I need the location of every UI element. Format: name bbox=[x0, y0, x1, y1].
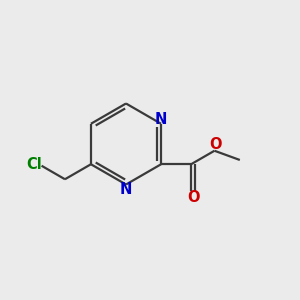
Text: N: N bbox=[155, 112, 167, 127]
Text: Cl: Cl bbox=[26, 157, 42, 172]
Text: N: N bbox=[120, 182, 132, 196]
Text: O: O bbox=[187, 190, 199, 205]
Text: O: O bbox=[210, 137, 222, 152]
